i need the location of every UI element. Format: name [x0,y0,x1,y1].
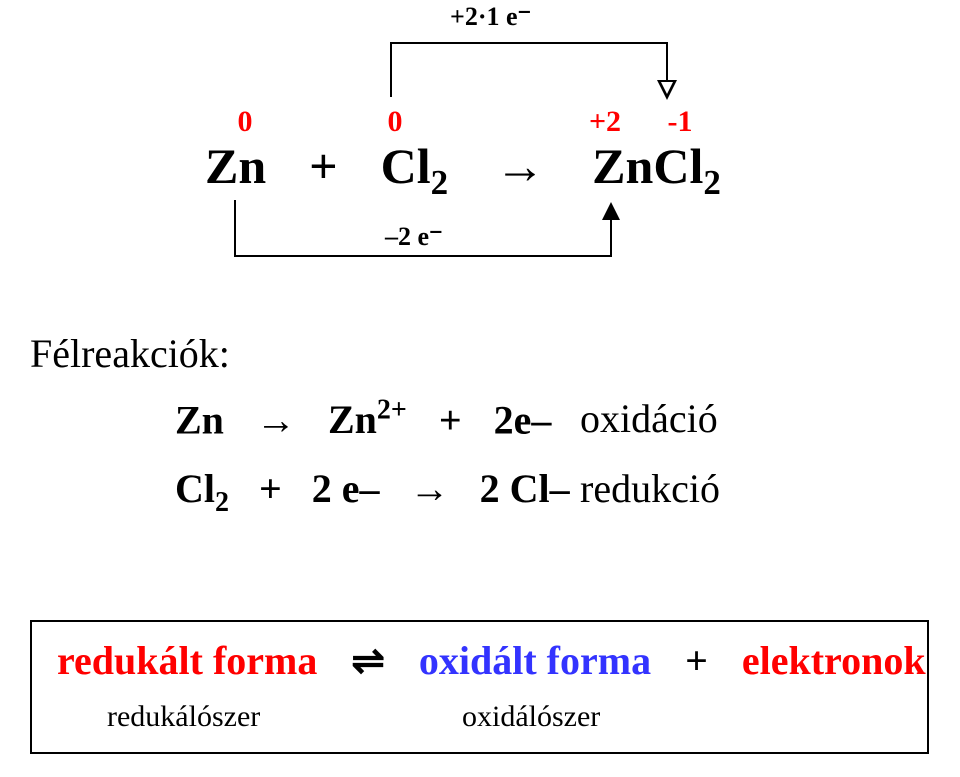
half-reactions-title: Félreakciók: [30,330,230,377]
eq-arrow: → [495,138,545,194]
oxstate-cl-prod: -1 [655,105,705,139]
reducing-agent-label: redukálószer [107,700,260,734]
oxstate-cl2: 0 [370,105,420,139]
h1-rhs2: 2e– [494,397,552,442]
h2-lhs1: Cl2 [175,466,229,511]
h1-arrow: → [256,397,296,442]
equilibrium-arrow: ⇌ [351,638,385,683]
main-equation: Zn + Cl2 → ZnCl2 [205,137,721,203]
eq-plus: + [309,138,338,194]
reactant-cl2: Cl2 [381,138,449,194]
bot-bracket-left-v [234,200,236,255]
h1-lhs: Zn [175,397,224,442]
electrons-label: elektronok [742,638,926,683]
bot-bracket-arrowhead [602,202,620,220]
diagram-stage: +2·1 e⁻ 0 0 +2 -1 Zn + Cl2 → ZnCl2 –2 e⁻… [0,0,960,777]
summary-plus: + [685,638,708,683]
oxstate-zn-prod: +2 [575,105,635,139]
half-reaction-reduction: Cl2 + 2 e– → 2 Cl– [175,465,570,519]
bot-bracket-h [234,255,612,257]
reduced-form-label: redukált forma [57,638,317,683]
reactant-zn: Zn [205,138,266,194]
oxstate-zn: 0 [220,105,270,139]
half1-desc: oxidáció [580,395,718,442]
bot-bracket-right-v [610,218,612,257]
electron-transfer-top-label: +2·1 e⁻ [450,2,531,32]
half-reaction-oxidation: Zn → Zn2+ + 2e– [175,395,551,443]
summary-box: redukált forma ⇌ oxidált forma + elektro… [30,620,929,754]
h1-plus: + [439,397,462,442]
oxidizing-agent-label: oxidálószer [462,700,600,734]
oxidized-form-label: oxidált forma [419,638,651,683]
top-bracket-h [390,42,668,44]
top-bracket-right-v [666,42,668,82]
h2-arrow: → [410,466,450,511]
electron-transfer-bottom-label: –2 e⁻ [385,222,443,252]
top-bracket-arrowhead [657,80,677,100]
top-bracket-left-v [390,42,392,97]
h2-lhs2: 2 e– [312,466,380,511]
half2-desc: redukció [580,465,720,512]
h2-rhs: 2 Cl– [480,466,570,511]
summary-line-top: redukált forma ⇌ oxidált forma + elektro… [57,637,926,684]
product-zncl2: ZnCl2 [592,138,721,194]
h1-rhs1: Zn2+ [328,397,407,442]
h2-plus: + [259,466,282,511]
